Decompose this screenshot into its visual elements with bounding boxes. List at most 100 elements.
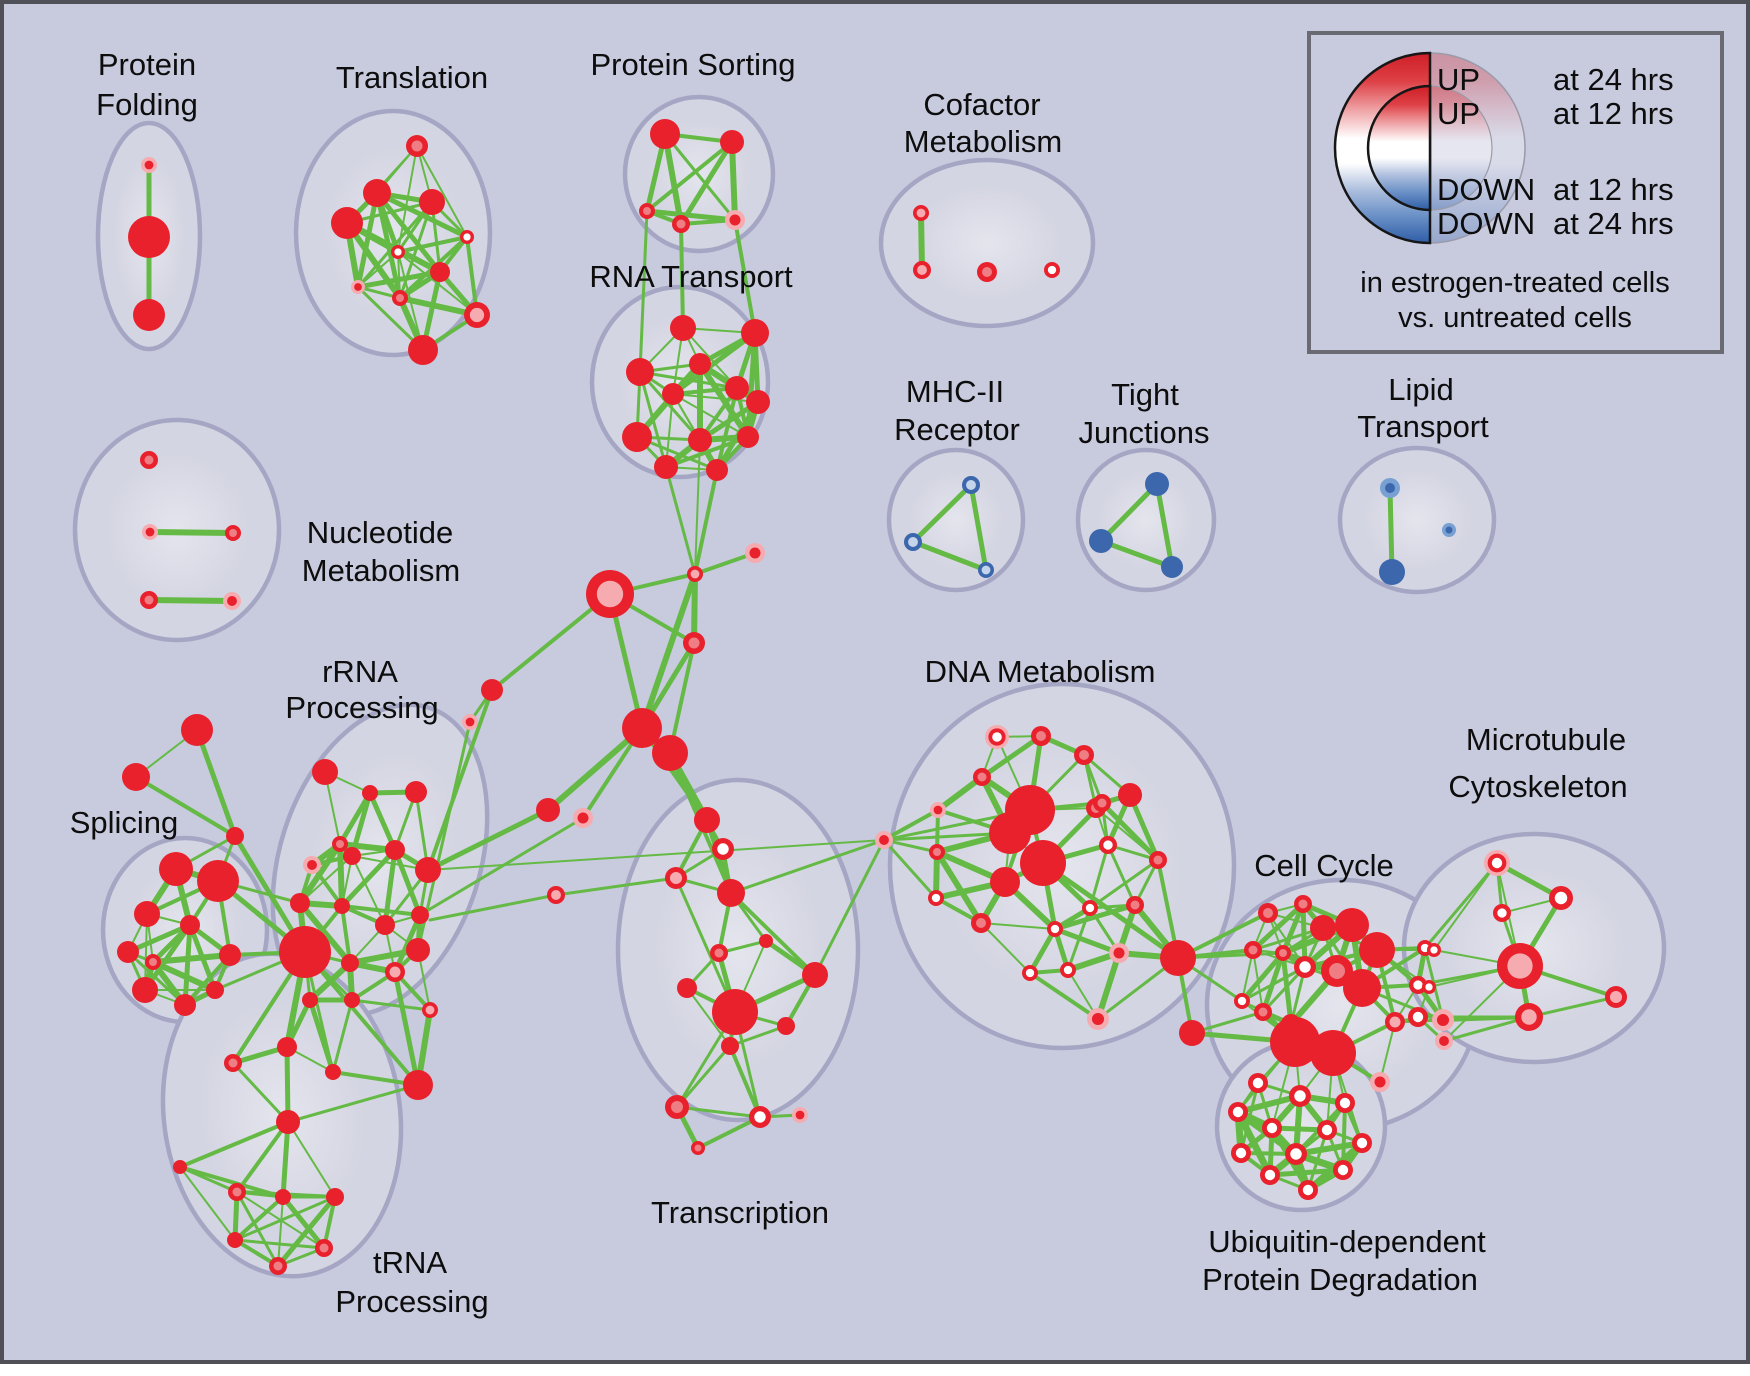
network-node-ring-white-inner <box>1264 1169 1276 1181</box>
network-edge <box>125 922 193 955</box>
network-node-halo-inner <box>729 214 741 226</box>
cluster-rna-transport-label: RNA Transport <box>589 259 793 294</box>
network-node-solid <box>408 335 438 365</box>
network-edge <box>150 952 233 965</box>
network-edge <box>307 997 336 1075</box>
network-edge <box>675 1044 732 1109</box>
network-edge <box>1052 926 1122 956</box>
cluster-protein-folding-label: Protein <box>98 47 196 82</box>
network-node-halo-inner <box>354 283 362 291</box>
network-edge <box>416 145 468 238</box>
network-edge <box>980 922 1031 974</box>
network-node-solid <box>1118 783 1142 807</box>
legend-caption: in estrogen-treated cells <box>1360 267 1670 299</box>
cluster-nucleotide-metabolism-label: Nucleotide <box>307 515 453 550</box>
cluster-microtubule-cytoskeleton-label: Cytoskeleton <box>1448 769 1627 804</box>
network-node-solid <box>173 1160 187 1174</box>
network-node-ring-white-inner <box>1085 903 1095 913</box>
connector-edge <box>733 218 757 335</box>
network-node-solid <box>670 315 696 341</box>
network-edge <box>910 539 989 573</box>
legend-circle-right <box>1429 85 1493 211</box>
legend-caption: vs. untreated cells <box>1398 302 1632 334</box>
network-node-blue-solid <box>1089 529 1113 553</box>
network-node-solid <box>277 1037 297 1057</box>
network-edge <box>1280 950 1294 1027</box>
cluster-transcription-ellipse <box>615 777 861 1123</box>
network-node-up24-inner <box>228 1058 238 1068</box>
network-node-solid <box>1020 840 1066 886</box>
network-node-ring-white-inner <box>754 1111 766 1123</box>
network-node-halo-inner <box>145 527 155 537</box>
network-node-blue-halo-inner <box>1445 526 1453 534</box>
network-node-solid <box>650 119 680 149</box>
network-node-up24-inner <box>982 267 992 277</box>
network-edge <box>357 251 399 288</box>
network-node-solid <box>302 992 318 1008</box>
cluster-cofactor-metabolism-label: Cofactor <box>923 87 1040 122</box>
cluster-nucleotide-metabolism-label: Metabolism <box>302 553 461 588</box>
network-node-up24-inner <box>273 1261 283 1271</box>
network-node-ring-white-inner <box>1103 840 1113 850</box>
network-edge <box>134 775 237 838</box>
network-node-solid <box>334 898 350 914</box>
cluster-lipid-transport-ellipse <box>1337 445 1497 595</box>
network-node-halo-inner <box>933 805 943 815</box>
network-node-solid <box>652 735 688 771</box>
network-node-halo-inner <box>749 547 761 559</box>
network-node-solid <box>331 207 363 239</box>
connector-edge <box>425 807 551 873</box>
network-node-ring-white-inner <box>1290 1148 1302 1160</box>
network-edge <box>297 900 353 966</box>
network-node-ring-pink-inner <box>469 307 485 323</box>
network-node-ring-white-inner <box>1025 968 1035 978</box>
network-node-solid <box>759 934 773 948</box>
network-edge <box>331 998 354 1074</box>
network-node-solid <box>746 390 770 414</box>
network-node-up24-inner <box>694 1144 702 1152</box>
network-edge <box>303 950 420 1087</box>
network-node-up24-inner <box>1097 798 1107 808</box>
network-node-solid <box>197 860 239 902</box>
network-node-solid <box>721 1037 739 1055</box>
network-node-ring-white-inner <box>1232 1106 1244 1118</box>
network-node-solid <box>275 1189 291 1205</box>
cluster-tight-junctions-ellipse <box>1075 447 1217 593</box>
network-node-ring-pink-inner <box>596 580 624 608</box>
cluster-microtubule-cytoskeleton-label: Microtubule <box>1466 722 1626 757</box>
network-node-solid <box>990 867 1020 897</box>
network-edge <box>1293 1140 1365 1157</box>
network-edge <box>1433 862 1498 951</box>
network-node-up24-inner <box>229 529 237 537</box>
network-edge <box>1088 858 1160 910</box>
network-node-ring-pink-inner <box>1507 953 1533 979</box>
network-edge <box>183 953 232 1007</box>
network-node-solid <box>737 426 759 448</box>
network-node-solid <box>385 840 405 860</box>
network-edge <box>638 370 702 442</box>
network-node-up24-inner <box>1036 731 1046 741</box>
cluster-cofactor-metabolism-ellipse <box>878 157 1096 329</box>
legend-circle-left <box>1366 84 1432 212</box>
network-node-solid <box>677 978 697 998</box>
network-node-solid <box>276 1110 300 1134</box>
network-node-halo-inner <box>1374 1076 1386 1088</box>
network-node-solid <box>227 1232 243 1248</box>
network-node-solid <box>1270 1017 1320 1067</box>
network-edge <box>142 922 193 993</box>
network-edge <box>882 831 1012 842</box>
network-node-solid <box>481 679 503 701</box>
connector-edge <box>813 838 886 977</box>
network-node-solid <box>362 785 378 801</box>
network-node-ring-white-inner <box>717 843 729 855</box>
network-node-solid <box>725 376 749 400</box>
network-node-ring-pink-inner <box>669 871 683 885</box>
legend-row-label: UP <box>1437 96 1480 131</box>
network-node-solid <box>536 798 560 822</box>
network-node-solid <box>689 353 711 375</box>
network-node-up24-inner <box>1263 908 1273 918</box>
legend-row-time: at 12 hrs <box>1553 96 1674 131</box>
cluster-mhc-ii-receptor-ellipse <box>886 447 1026 593</box>
network-node-solid <box>226 827 244 845</box>
